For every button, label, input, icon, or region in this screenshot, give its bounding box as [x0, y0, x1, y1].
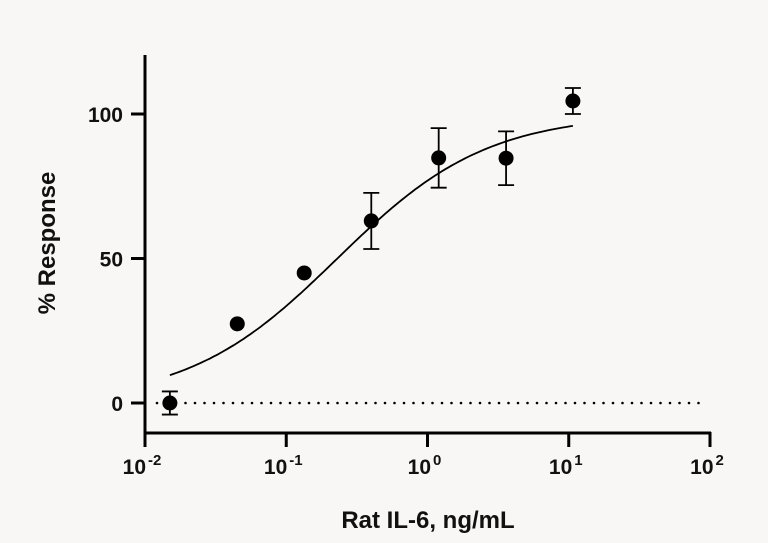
data-point — [363, 191, 380, 250]
y-axis-title: % Response — [34, 172, 61, 315]
point-marker — [162, 395, 178, 411]
point-marker — [565, 93, 581, 109]
x-tick-label: 10 -1 — [264, 452, 303, 479]
data-point — [430, 127, 447, 189]
y-tick-label: 0 — [111, 393, 123, 416]
point-marker — [229, 316, 245, 332]
data-point — [296, 265, 312, 281]
y-tick-label: 50 — [100, 249, 123, 272]
data-point — [161, 390, 178, 416]
fit-curve — [169, 125, 574, 377]
point-marker — [498, 150, 514, 166]
x-tick-label: 10 2 — [690, 452, 724, 479]
x-tick-label: 10 -2 — [123, 452, 162, 479]
point-marker — [363, 213, 379, 229]
point-marker — [296, 265, 312, 281]
data-point — [564, 87, 581, 115]
data-point — [229, 316, 245, 332]
point-marker — [431, 150, 447, 166]
x-tick-label: 10 1 — [549, 452, 583, 479]
data-point — [498, 130, 515, 186]
x-tick-label: 10 0 — [408, 452, 442, 479]
y-tick-label: 100 — [88, 104, 123, 127]
x-axis-title: Rat IL-6, ng/mL — [341, 507, 514, 534]
